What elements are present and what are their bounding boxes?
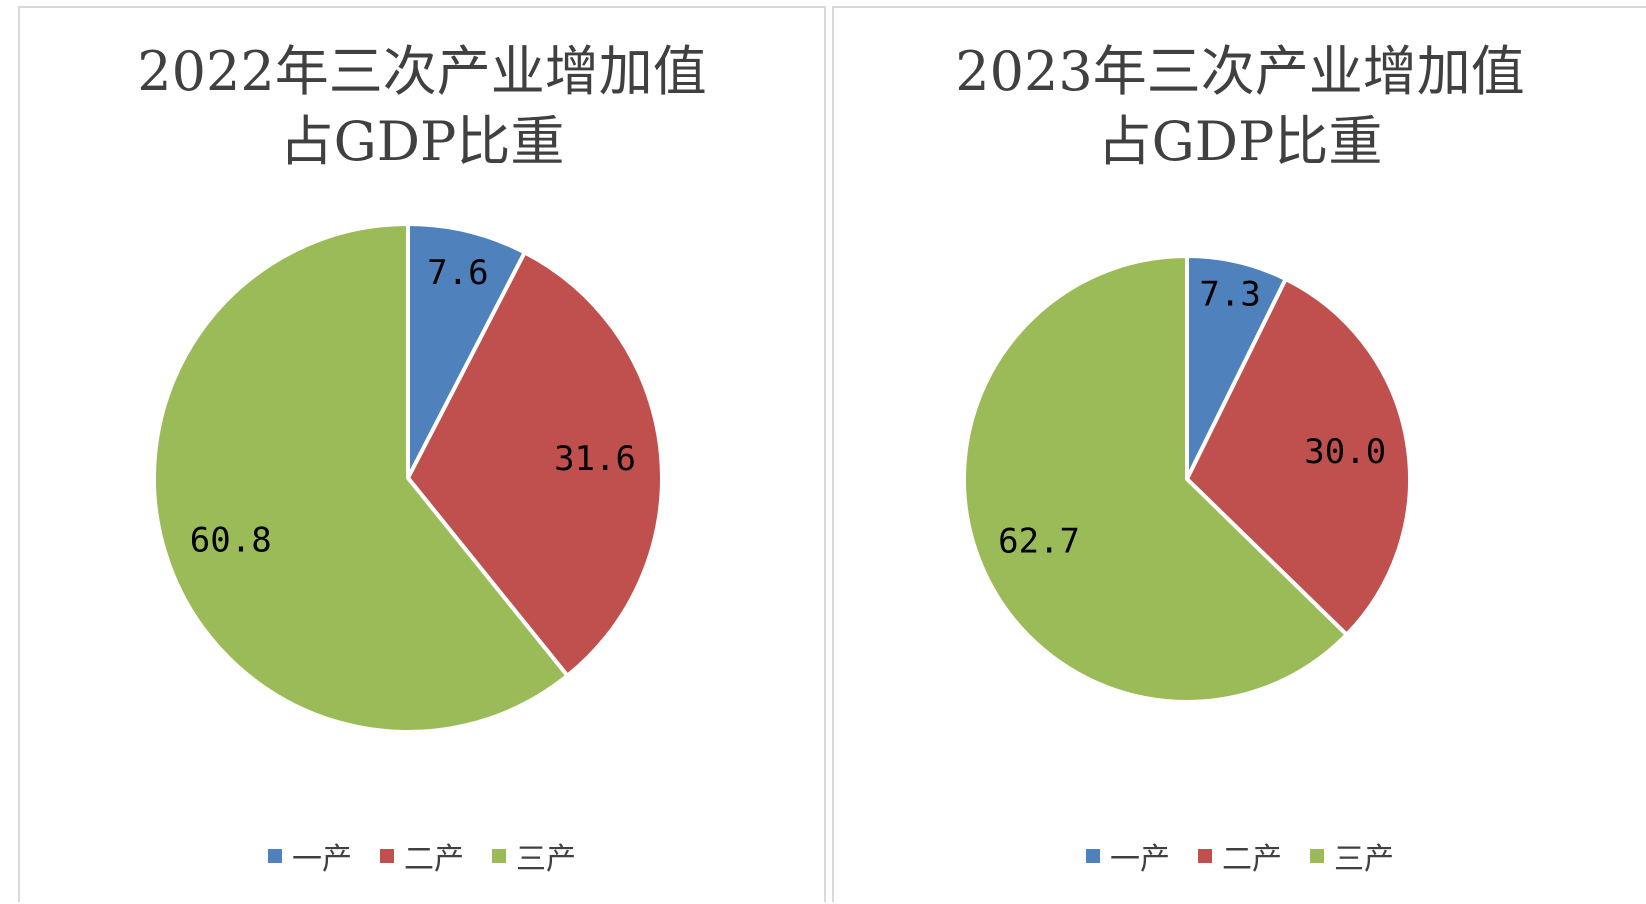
pie-slice-secondary <box>1185 277 1412 637</box>
legend-label-primary: 一产 <box>292 842 352 877</box>
legend-swatch-primary <box>268 849 282 863</box>
chart-panel-2022: 2022年三次产业增加值 占GDP比重 7.6 31.6 60.8 一产 二产 三产 <box>18 6 826 902</box>
legend-item-tertiary: 三产 <box>492 834 576 878</box>
legend-label-secondary: 二产 <box>404 842 464 877</box>
pie-chart-2023: 7.3 30.0 62.7 <box>962 254 1412 704</box>
data-label-primary: 7.6 <box>427 253 488 293</box>
chart-title-line2: 占GDP比重 <box>279 110 565 173</box>
legend-swatch-tertiary <box>492 849 506 863</box>
chart-panel-2023: 2023年三次产业增加值 占GDP比重 7.3 30.0 62.7 一产 二产 三产 <box>832 6 1646 902</box>
pie-slice-secondary <box>406 250 664 678</box>
data-label-secondary: 31.6 <box>554 439 636 479</box>
chart-title-line2: 占GDP比重 <box>1097 110 1383 173</box>
pie-slice-tertiary <box>152 222 570 734</box>
legend-item-secondary: 二产 <box>1198 834 1282 878</box>
legend-item-primary: 一产 <box>268 834 352 878</box>
data-label-tertiary: 62.7 <box>998 521 1080 561</box>
pie-slice-tertiary <box>962 254 1349 704</box>
chart-title-line1: 2022年三次产业增加值 <box>137 40 707 103</box>
legend-swatch-tertiary <box>1310 849 1324 863</box>
legend: 一产 二产 三产 <box>20 834 824 878</box>
pie-slice-primary <box>406 222 527 480</box>
data-label-primary: 7.3 <box>1199 274 1260 314</box>
legend-label-primary: 一产 <box>1110 842 1170 877</box>
legend-item-tertiary: 三产 <box>1310 834 1394 878</box>
legend-item-primary: 一产 <box>1086 834 1170 878</box>
legend-label-tertiary: 三产 <box>1334 842 1394 877</box>
legend-label-secondary: 二产 <box>1222 842 1282 877</box>
data-label-secondary: 30.0 <box>1304 432 1386 472</box>
legend-swatch-secondary <box>380 849 394 863</box>
chart-title-line1: 2023年三次产业增加值 <box>955 40 1525 103</box>
legend-label-tertiary: 三产 <box>516 842 576 877</box>
legend-swatch-primary <box>1086 849 1100 863</box>
legend-swatch-secondary <box>1198 849 1212 863</box>
data-label-tertiary: 60.8 <box>190 521 272 561</box>
legend-item-secondary: 二产 <box>380 834 464 878</box>
pie-chart-2022: 7.6 31.6 60.8 <box>152 222 664 734</box>
legend: 一产 二产 三产 <box>834 834 1646 878</box>
